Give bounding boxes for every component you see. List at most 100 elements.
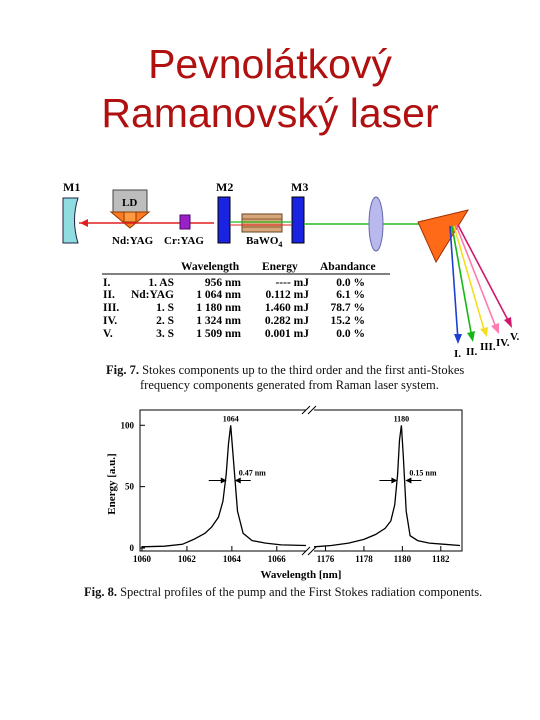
beam-line-4 bbox=[455, 224, 498, 331]
fig8-text: Spectral profiles of the pump and the Fi… bbox=[120, 585, 483, 599]
table-header-energy: Energy bbox=[262, 261, 298, 273]
beam-line-2 bbox=[451, 225, 473, 339]
bawo4-main-text: BaWO bbox=[246, 235, 279, 247]
beam-arrowhead-2 bbox=[467, 331, 475, 342]
row-wavelength: 956 nm bbox=[205, 277, 242, 289]
beam-labels: I. II. III. IV. V. bbox=[454, 331, 520, 360]
chart-lines bbox=[141, 425, 461, 548]
peak-label-1: 1064 bbox=[223, 414, 239, 423]
bawo4-label: BaWO4 bbox=[246, 235, 282, 249]
row-energy: 1.460 mJ bbox=[265, 302, 309, 314]
y-tick-label: 0 bbox=[130, 543, 135, 553]
dispersion-prism bbox=[417, 209, 470, 264]
nd-yag-label: Nd:YAG bbox=[112, 235, 154, 247]
fwhm-arrowhead-left-1 bbox=[220, 477, 227, 484]
bawo4-crystal bbox=[241, 213, 283, 233]
row-index: II. bbox=[103, 289, 115, 301]
y-tick-label: 50 bbox=[125, 482, 135, 492]
x-tick-label: 1180 bbox=[394, 554, 412, 564]
row-abundance: 15.2 % bbox=[331, 315, 366, 327]
x-tick-label: 1176 bbox=[317, 554, 335, 564]
axis-break-bottom-gap bbox=[306, 545, 314, 557]
row-abundance: 0.0 % bbox=[336, 277, 365, 289]
axis-break-bottom-marks bbox=[301, 546, 317, 556]
x-tick-label: 1062 bbox=[178, 554, 197, 564]
row-energy: 0.282 mJ bbox=[265, 315, 309, 327]
fwhm-label-1: 0.47 nm bbox=[239, 469, 266, 478]
cr-yag-label: Cr:YAG bbox=[164, 235, 204, 247]
row-index: IV. bbox=[103, 315, 117, 327]
m3-mirror bbox=[291, 196, 305, 244]
beam-arrowhead-5 bbox=[504, 317, 512, 328]
title-line-2: Ramanovský laser bbox=[101, 90, 439, 136]
x-tick-label: 1066 bbox=[268, 554, 287, 564]
beam-line-5 bbox=[457, 224, 511, 325]
table-row: IV. 2. S 1 324 nm 0.282 mJ 15.2 % bbox=[103, 315, 365, 327]
m2-label: M2 bbox=[216, 180, 233, 194]
bawo4-subscript: 4 bbox=[278, 240, 282, 249]
wavelength-table: Wavelength Energy Abandance I. 1. AS 956… bbox=[102, 261, 390, 340]
chart-ticks: 0 50 100 1060 1062 1064 1066 1176 1178 1180 1182 bbox=[121, 420, 451, 564]
fig8-caption: Fig. 8. Spectral profiles of the pump an… bbox=[84, 585, 524, 600]
beam-label-3: III. bbox=[480, 341, 496, 353]
table-row: I. 1. AS 956 nm ---- mJ 0.0 % bbox=[103, 277, 365, 289]
row-wavelength: 1 509 nm bbox=[196, 328, 241, 340]
beam-label-1: I. bbox=[454, 348, 461, 360]
row-order: 1. AS bbox=[148, 277, 174, 289]
fig7-line1: Stokes components up to the third order … bbox=[142, 363, 465, 377]
table-header-wavelength: Wavelength bbox=[181, 261, 240, 273]
table-row: V. 3. S 1 509 nm 0.001 mJ 0.0 % bbox=[103, 328, 365, 340]
spectrum-line-1 bbox=[141, 425, 307, 548]
fwhm-arrowhead-right-1 bbox=[234, 477, 241, 484]
x-tick-label: 1060 bbox=[133, 554, 152, 564]
row-order: Nd:YAG bbox=[131, 289, 174, 301]
beam-arrowhead-3 bbox=[480, 327, 488, 337]
slide-title: Pevnolátkový Ramanovský laser bbox=[0, 40, 540, 138]
beam-line-3 bbox=[453, 225, 486, 334]
y-axis-label: Energy [a.u.] bbox=[106, 453, 118, 514]
axis-break-top-gap bbox=[306, 404, 314, 416]
m1-label: M1 bbox=[63, 180, 80, 194]
dispersed-beams bbox=[449, 224, 512, 344]
m1-mirror bbox=[62, 197, 79, 244]
row-abundance: 0.0 % bbox=[336, 328, 365, 340]
fig8-label: Fig. 8. bbox=[84, 585, 117, 599]
row-order: 1. S bbox=[156, 302, 174, 314]
fwhm-label-2: 0.15 nm bbox=[409, 469, 436, 478]
beam-label-5: V. bbox=[510, 331, 520, 343]
x-tick-label: 1182 bbox=[432, 554, 450, 564]
row-order: 2. S bbox=[156, 315, 174, 327]
row-wavelength: 1 324 nm bbox=[196, 315, 241, 327]
m3-label: M3 bbox=[291, 180, 308, 194]
fwhm-arrowhead-left-2 bbox=[391, 477, 398, 484]
fig7-label: Fig. 7. bbox=[106, 363, 139, 377]
row-energy: 0.112 mJ bbox=[266, 289, 310, 301]
chart-annotations: 1064 0.47 nm 1180 0.15 nm bbox=[208, 414, 437, 484]
red-beam-arrowhead bbox=[80, 219, 88, 227]
table-row: III. 1. S 1 180 nm 1.460 mJ 78.7 % bbox=[103, 302, 365, 314]
beam-label-2: II. bbox=[466, 346, 478, 358]
row-wavelength: 1 180 nm bbox=[196, 302, 241, 314]
row-energy: 0.001 mJ bbox=[265, 328, 309, 340]
x-axis-label: Wavelength [nm] bbox=[261, 569, 342, 581]
table-body: I. 1. AS 956 nm ---- mJ 0.0 % II. Nd:YAG… bbox=[103, 277, 365, 340]
row-index: V. bbox=[103, 328, 113, 340]
nd-yag-pump-block bbox=[123, 211, 137, 223]
beam-line-1 bbox=[449, 225, 459, 341]
x-tick-label: 1178 bbox=[355, 554, 373, 564]
raman-laser-setup-diagram: M1 M2 M3 LD Nd:YAG bbox=[62, 180, 520, 360]
row-abundance: 6.1 % bbox=[336, 289, 365, 301]
spectral-chart: 0 50 100 1060 1062 1064 1066 1176 1178 1180 1182 1… bbox=[106, 404, 463, 581]
beam-arrowhead-4 bbox=[491, 323, 499, 334]
y-tick-label: 100 bbox=[121, 420, 135, 430]
row-order: 3. S bbox=[156, 328, 174, 340]
table-row: II. Nd:YAG 1 064 nm 0.112 mJ 6.1 % bbox=[103, 289, 365, 301]
focusing-lens bbox=[368, 196, 384, 252]
row-wavelength: 1 064 nm bbox=[196, 289, 241, 301]
title-line-1: Pevnolátkový bbox=[148, 41, 392, 87]
x-tick-label: 1064 bbox=[223, 554, 242, 564]
cr-yag-crystal bbox=[179, 214, 191, 230]
spectrum-line-2 bbox=[313, 425, 461, 548]
fig7-caption: Fig. 7. Stokes components up to the thir… bbox=[106, 363, 506, 393]
